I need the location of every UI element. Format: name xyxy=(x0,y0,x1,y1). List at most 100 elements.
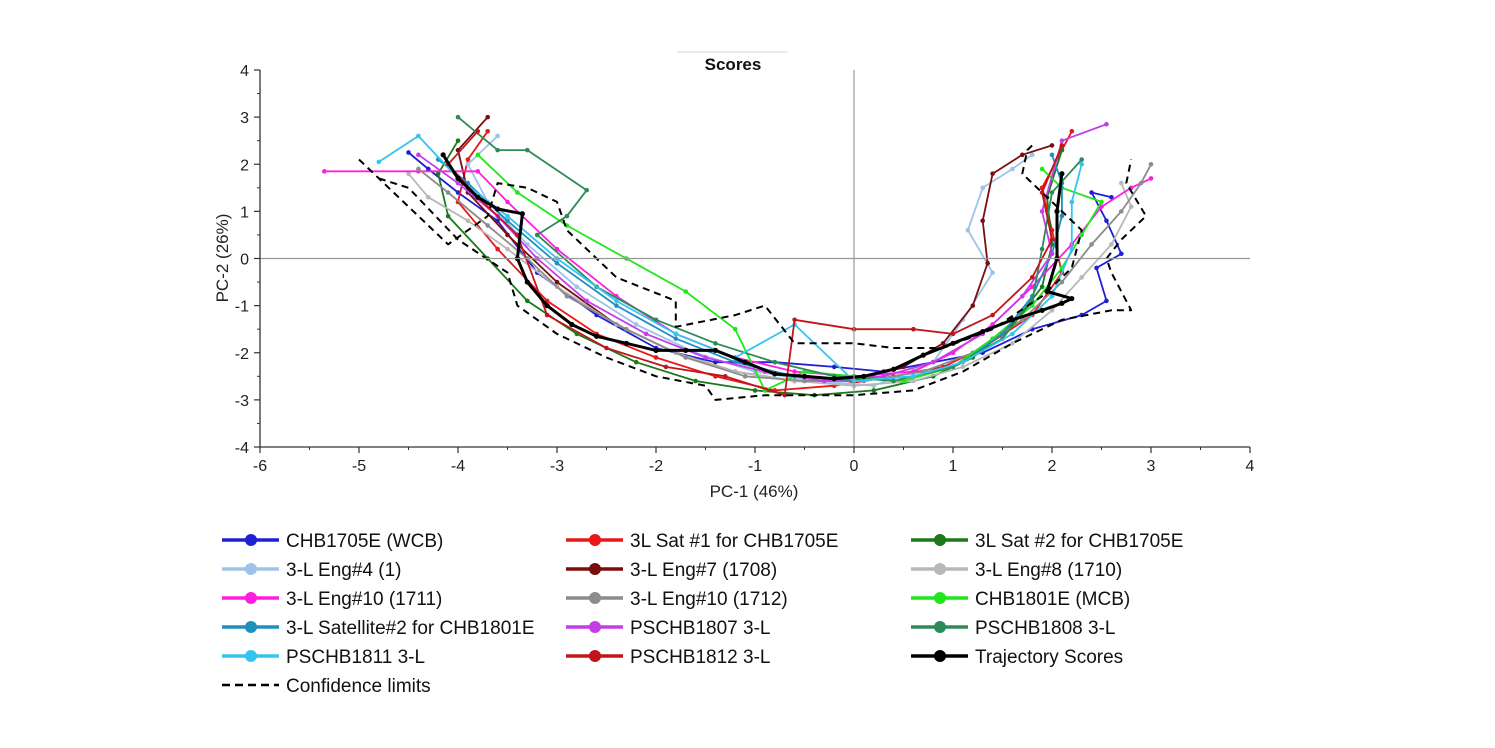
y-tick-label: 1 xyxy=(240,204,249,221)
data-point-3-l-eng-7-1708 xyxy=(970,303,976,308)
legend-item-3-l-eng-8-1710: 3-L Eng#8 (1710) xyxy=(911,560,1122,581)
data-point-3-l-eng-10-1712 xyxy=(683,355,688,360)
legend-swatch-marker xyxy=(934,534,946,546)
data-point-trajectory-scores xyxy=(1059,171,1065,177)
data-point-trajectory-scores xyxy=(742,359,748,365)
data-point-chb1801e-mcb xyxy=(1099,199,1104,205)
data-point-3-l-eng-7-1708 xyxy=(980,218,985,224)
x-tick-label: 0 xyxy=(850,458,859,475)
x-tick-label: -2 xyxy=(649,458,663,475)
legend-item-pschb1808-3-l: PSCHB1808 3-L xyxy=(911,618,1115,639)
legend-item-pschb1812-3-l: PSCHB1812 3-L xyxy=(566,647,770,668)
y-tick-label: 3 xyxy=(240,110,249,127)
data-point-chb1705e-wcb xyxy=(1104,218,1109,224)
legend-swatch-marker xyxy=(245,592,257,604)
data-point-3-l-eng-8-1710 xyxy=(426,194,431,200)
legend-label: 3-L Satellite#2 for CHB1801E xyxy=(286,618,535,639)
data-point-pschb1812-3-l xyxy=(782,392,787,398)
data-point-3-l-eng-4-1 xyxy=(633,322,639,327)
data-point-3-l-eng-8-1710 xyxy=(465,218,471,224)
data-point-pschb1811-3-l xyxy=(1010,331,1015,337)
data-point-pschb1811-3-l xyxy=(614,298,619,304)
data-point-trajectory-scores xyxy=(801,373,808,379)
data-point-3l-sat-1-for-chb1705e xyxy=(653,355,659,360)
data-point-3-l-eng-10-1712 xyxy=(1059,279,1065,285)
data-point-trajectory-scores xyxy=(594,333,600,339)
data-point-trajectory-scores xyxy=(623,340,629,346)
data-point-chb1705e-wcb xyxy=(831,364,837,370)
legend-label: PSCHB1808 3-L xyxy=(975,618,1115,639)
data-point-pschb1807-3-l xyxy=(881,374,886,379)
data-point-3-l-eng-10-1712 xyxy=(1020,317,1025,323)
data-point-3-l-eng-10-1712 xyxy=(416,166,421,172)
data-point-3-l-eng-10-1711 xyxy=(475,169,481,174)
data-point-3-l-eng-4-1 xyxy=(465,161,471,167)
data-point-3l-sat-2-for-chb1705e xyxy=(871,388,877,393)
data-point-3-l-eng-8-1710 xyxy=(1128,204,1134,209)
data-point-3-l-eng-4-1 xyxy=(1029,152,1035,158)
data-point-trajectory-scores xyxy=(475,194,481,200)
data-point-3-l-eng-10-1711 xyxy=(1029,284,1035,290)
legend-label: 3L Sat #1 for CHB1705E xyxy=(630,531,838,552)
data-point-chb1705e-wcb xyxy=(1094,265,1099,271)
data-point-pschb1807-3-l xyxy=(1020,293,1025,299)
x-tick-label: 4 xyxy=(1246,458,1255,475)
data-point-3-l-eng-10-1712 xyxy=(1089,242,1094,247)
data-point-3-l-eng-8-1710 xyxy=(1109,242,1114,247)
data-point-3-l-eng-7-1708 xyxy=(985,260,990,266)
data-point-pschb1808-3-l xyxy=(584,187,589,193)
data-point-pschb1812-3-l xyxy=(663,364,669,370)
data-point-chb1705e-wcb xyxy=(1109,194,1114,200)
data-point-pschb1808-3-l xyxy=(1039,246,1045,252)
x-tick-label: -6 xyxy=(253,458,267,475)
data-point-3-l-eng-7-1708 xyxy=(1049,143,1055,148)
data-point-pschb1807-3-l xyxy=(584,298,589,304)
data-point-3-l-satellite-2-for-chb1801e xyxy=(1000,331,1005,337)
data-point-3-l-eng-4-1 xyxy=(574,284,580,290)
legend-item-3-l-eng-10-1711: 3-L Eng#10 (1711) xyxy=(222,589,442,610)
legend-swatch-marker xyxy=(934,650,946,662)
data-point-pschb1812-3-l xyxy=(1039,190,1045,195)
data-point-pschb1807-3-l xyxy=(1049,251,1055,257)
data-point-3l-sat-2-for-chb1705e xyxy=(752,388,758,393)
data-point-3-l-eng-8-1710 xyxy=(1010,341,1015,346)
axes: -6 -5 -4 -3 -2 -1 0 1 2 3 4 -4 -3 -2 -1 0 1 2 3 4 xyxy=(235,63,1255,475)
legend-swatch-marker xyxy=(589,621,601,633)
x-tick-label: -5 xyxy=(352,458,366,475)
data-point-3-l-eng-8-1710 xyxy=(1079,275,1084,280)
data-point-3-l-eng-10-1712 xyxy=(1119,209,1124,214)
data-point-pschb1812-3-l xyxy=(950,331,956,337)
y-tick-label: 0 xyxy=(240,252,249,269)
data-point-trajectory-scores xyxy=(950,340,956,346)
data-point-trajectory-scores xyxy=(519,211,525,217)
data-point-pschb1807-3-l xyxy=(703,355,708,360)
data-point-3-l-satellite-2-for-chb1801e xyxy=(505,218,510,224)
data-point-chb1801e-mcb xyxy=(683,289,688,294)
legend-label: Trajectory Scores xyxy=(975,647,1123,668)
data-point-chb1801e-mcb xyxy=(1039,166,1045,172)
data-point-pschb1807-3-l xyxy=(416,152,421,158)
data-point-3l-sat-2-for-chb1705e xyxy=(445,213,451,219)
data-point-pschb1812-3-l xyxy=(990,312,995,318)
legend-label: 3-L Eng#10 (1711) xyxy=(286,589,442,610)
data-point-pschb1811-3-l xyxy=(1049,293,1055,299)
legend-item-pschb1807-3-l: PSCHB1807 3-L xyxy=(566,618,770,639)
legend-item-3l-sat-2-for-chb1705e: 3L Sat #2 for CHB1705E xyxy=(911,531,1183,552)
data-point-3-l-eng-7-1708 xyxy=(505,232,510,238)
data-point-pschb1808-3-l xyxy=(1079,157,1084,162)
data-point-pschb1812-3-l xyxy=(475,128,481,134)
chart-title: Scores xyxy=(705,55,762,74)
data-point-3-l-eng-10-1712 xyxy=(802,378,807,384)
data-point-3-l-eng-10-1711 xyxy=(322,169,327,174)
data-point-3-l-eng-10-1711 xyxy=(1148,176,1154,181)
data-point-3-l-satellite-2-for-chb1801e xyxy=(1059,213,1065,219)
data-point-pschb1808-3-l xyxy=(772,359,778,365)
data-point-pschb1811-3-l xyxy=(505,213,510,219)
data-point-3-l-eng-10-1712 xyxy=(485,223,491,228)
data-point-pschb1807-3-l xyxy=(1059,138,1065,143)
data-point-3-l-eng-7-1708 xyxy=(485,114,491,120)
data-point-pschb1811-3-l xyxy=(376,159,382,165)
data-point-pschb1811-3-l xyxy=(673,331,679,337)
data-point-trajectory-scores xyxy=(440,152,446,158)
legend-label: CHB1705E (WCB) xyxy=(286,531,443,552)
